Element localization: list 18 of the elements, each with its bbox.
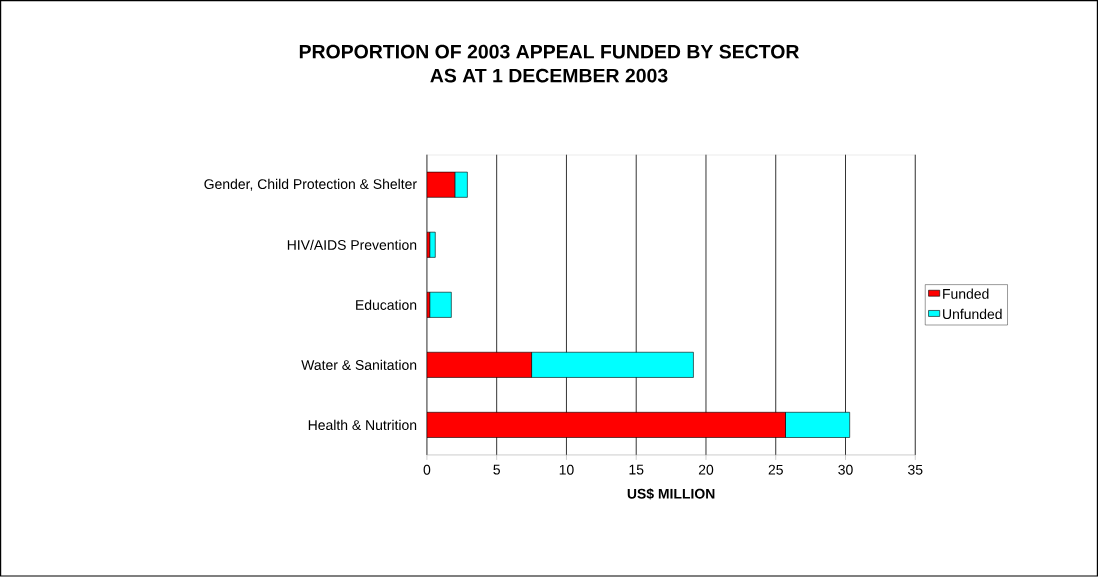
y-tick-label: Health & Nutrition xyxy=(308,419,417,431)
chart-title: PROPORTION OF 2003 APPEAL FUNDED BY SECTOR xyxy=(299,44,800,59)
x-tick-label: 35 xyxy=(908,464,923,475)
x-tick-label: 30 xyxy=(838,464,853,475)
chart-subtitle: AS AT 1 DECEMBER 2003 xyxy=(430,68,668,83)
legend-label: Unfunded xyxy=(943,308,1002,320)
y-tick-label: Gender, Child Protection & Shelter xyxy=(204,178,417,191)
x-tick-label: 20 xyxy=(698,464,714,475)
legend-label: Funded xyxy=(943,288,989,300)
x-tick-label: 0 xyxy=(423,464,431,475)
x-tick-label: 10 xyxy=(559,464,574,475)
x-axis-title: US$ MILLION xyxy=(627,488,715,500)
y-tick-label: HIV/AIDS Prevention xyxy=(287,239,417,251)
y-tick-label: Education xyxy=(356,299,417,311)
x-tick-label: 5 xyxy=(493,464,500,475)
x-tick-label: 25 xyxy=(768,464,783,475)
x-tick-label: 15 xyxy=(629,464,644,475)
y-tick-label: Water & Sanitation xyxy=(301,359,417,371)
